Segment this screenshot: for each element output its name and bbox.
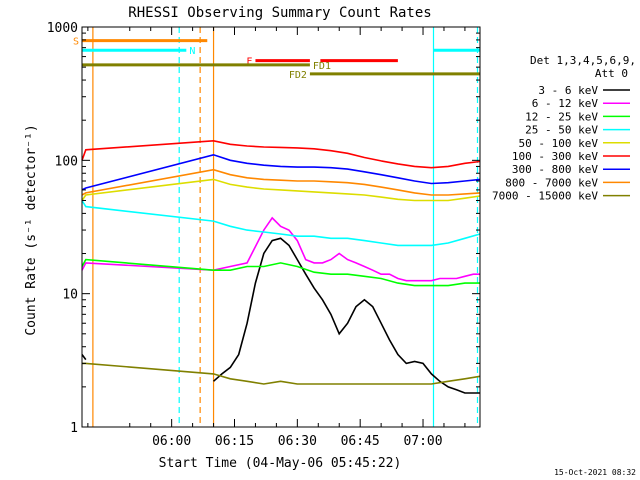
series-line-4 <box>81 178 481 202</box>
flag-label-1: N <box>189 46 195 57</box>
legend-label-7: 800 - 7000 keV <box>505 176 598 189</box>
flag-label-0: S <box>73 37 79 48</box>
series-line-3 <box>81 200 481 247</box>
legend-label-8: 7000 - 15000 keV <box>492 190 598 203</box>
plot-frame <box>81 26 481 428</box>
legend-header-line2: Att 0 <box>595 67 628 80</box>
x-tick-label-0: 06:00 <box>152 434 191 449</box>
series-line-8 <box>82 362 481 385</box>
legend-label-3: 25 - 50 keV <box>525 124 598 137</box>
x-tick-label-3: 06:45 <box>341 434 380 449</box>
x-axis-label: Start Time (04-May-06 05:45:22) <box>159 456 402 471</box>
axis-ticks: 06:00 06:15 06:30 06:45 07:00 1 10 100 1000 <box>47 21 480 449</box>
series-line-2 <box>81 258 480 287</box>
y-axis-label: Count Rate (s⁻¹ detector⁻¹) <box>24 124 39 335</box>
legend-label-6: 300 - 800 keV <box>512 163 598 176</box>
x-tick-label-1: 06:15 <box>215 434 254 449</box>
y-tick-label-2: 100 <box>55 154 78 169</box>
y-tick-label-1: 10 <box>62 288 78 303</box>
series-line-6 <box>81 153 481 191</box>
legend-label-4: 50 - 100 keV <box>519 137 599 150</box>
x-tick-label-2: 06:30 <box>278 434 317 449</box>
chart-title: RHESSI Observing Summary Count Rates <box>128 5 431 21</box>
flag-label-6: FD2 <box>289 70 307 81</box>
y-tick-label-0: 1 <box>70 421 78 436</box>
legend-label-0: 3 - 6 keV <box>538 84 598 97</box>
flag-label-3: F <box>246 57 252 68</box>
legend-label-2: 12 - 25 keV <box>525 110 598 123</box>
flag-label-5: FD1 <box>313 61 331 72</box>
x-tick-label-4: 07:00 <box>403 434 442 449</box>
date-stamp: 15-Oct-2021 08:32 <box>554 468 636 477</box>
legend-header-line1: Det 1,3,4,5,6,9, <box>530 54 636 67</box>
legend-label-5: 100 - 300 keV <box>512 150 598 163</box>
series-line-1 <box>81 216 480 282</box>
legend-label-1: 6 - 12 keV <box>532 97 599 110</box>
y-tick-label-3: 1000 <box>47 21 78 36</box>
series-line-7 <box>81 168 481 196</box>
series-line-0 <box>81 237 480 394</box>
series-line-5 <box>81 139 481 169</box>
plot-area: S N F FD1 FD2 <box>73 26 481 428</box>
